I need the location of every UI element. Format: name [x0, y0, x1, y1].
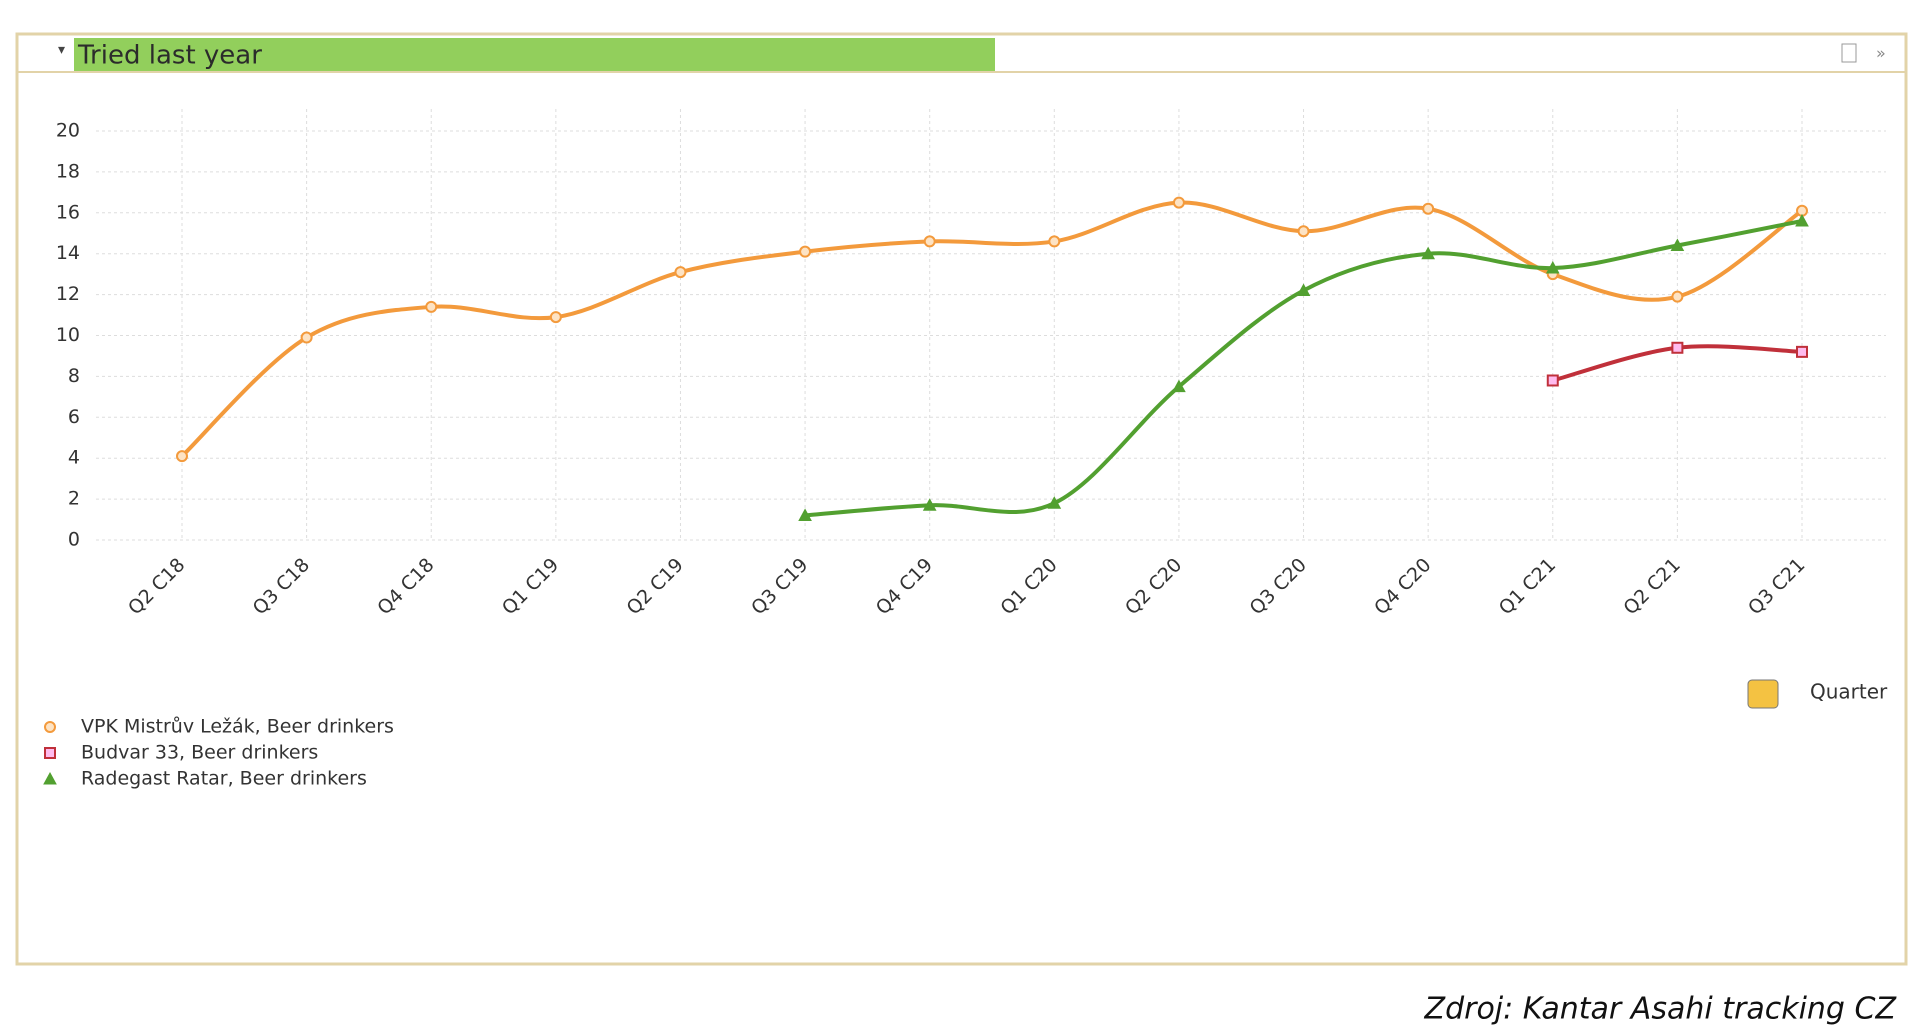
point: [43, 771, 57, 785]
point: [425, 300, 438, 313]
point: [1422, 202, 1435, 215]
point: [1048, 235, 1061, 248]
point: [1671, 341, 1684, 354]
point: [1545, 260, 1560, 274]
y-tick-label: 14: [56, 242, 80, 264]
y-tick-label: 16: [56, 201, 80, 223]
point: [300, 331, 313, 344]
point: [1546, 374, 1559, 387]
point: [1796, 345, 1808, 358]
y-tick-label: 4: [68, 447, 80, 469]
point: [922, 498, 937, 511]
expand-icon[interactable]: »: [1876, 44, 1886, 63]
point: [799, 245, 812, 258]
point: [549, 311, 562, 324]
point: [1795, 213, 1809, 227]
x-axis-label: Quarter: [1810, 680, 1888, 704]
point: [44, 747, 56, 759]
y-tick-label: 10: [56, 324, 80, 346]
title-bar: [74, 38, 995, 71]
point: [1172, 196, 1185, 209]
point: [923, 235, 936, 248]
point: [674, 266, 687, 279]
legend-label: VPK Mistrův Ležák, Beer drinkers: [81, 716, 394, 738]
legend-label: Radegast Ratar, Beer drinkers: [81, 768, 367, 790]
point: [798, 508, 812, 521]
y-tick-label: 8: [68, 365, 80, 387]
point: [176, 450, 188, 463]
point: [1421, 246, 1435, 260]
y-tick-label: 2: [68, 488, 80, 510]
y-tick-label: 0: [68, 529, 80, 551]
y-tick-label: 6: [68, 406, 80, 428]
point: [1670, 238, 1685, 252]
source-note: Zdroj: Kantar Asahi tracking CZ: [1424, 992, 1898, 1027]
y-tick-label: 12: [56, 283, 80, 305]
legend-label: Budvar 33, Beer drinkers: [81, 742, 318, 764]
export-icon[interactable]: [1841, 43, 1857, 63]
chart-title: Tried last year: [77, 41, 262, 71]
point: [1172, 379, 1186, 393]
period-icon[interactable]: [1747, 679, 1779, 709]
point: [1047, 496, 1062, 509]
point: [1671, 290, 1684, 303]
point: [44, 721, 56, 733]
y-tick-label: 20: [56, 120, 80, 142]
point: [1297, 225, 1310, 238]
point: [1296, 283, 1311, 297]
y-tick-label: 18: [56, 160, 80, 182]
collapse-toggle[interactable]: ▾: [58, 42, 65, 58]
